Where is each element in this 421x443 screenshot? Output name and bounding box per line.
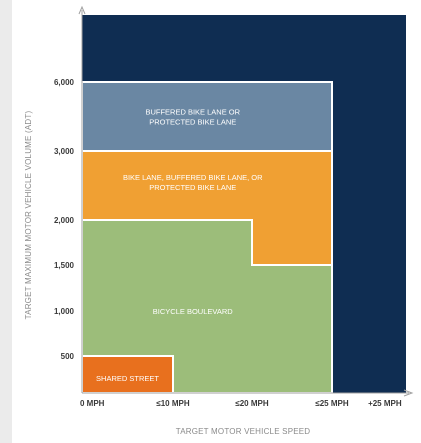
y-axis-title: TARGET MAXIMUM MOTOR VEHICLE VOLUME (ADT… bbox=[24, 111, 33, 320]
x-axis-arrow-icon bbox=[403, 389, 414, 397]
left-margin-strip bbox=[0, 0, 12, 443]
zone-label-buffered-or-protected-bike-lane: PROTECTED BIKE LANE bbox=[149, 118, 236, 127]
x-tick-label: ≤10 MPH bbox=[156, 399, 190, 408]
y-axis-arrow-icon bbox=[78, 5, 86, 15]
zone-label-buffered-or-protected-bike-lane: BUFFERED BIKE LANE OR bbox=[145, 108, 240, 117]
y-tick-label: 3,000 bbox=[54, 147, 75, 156]
y-tick-label: 500 bbox=[61, 352, 75, 361]
y-tick-label: 1,500 bbox=[54, 261, 75, 270]
zone-label-shared-street: SHARED STREET bbox=[96, 374, 159, 383]
zones-layer bbox=[81, 15, 406, 394]
y-tick-label: 6,000 bbox=[54, 78, 75, 87]
zone-label-bike-lane: PROTECTED BIKE LANE bbox=[149, 183, 236, 192]
y-tick-label: 2,000 bbox=[54, 216, 75, 225]
x-tick-label: ≤25 MPH bbox=[315, 399, 349, 408]
axes-layer: 0 MPH ≤10 MPH ≤20 MPH ≤25 MPH +25 MPH 500 1,00… bbox=[54, 5, 414, 408]
y-tick-label: 1,000 bbox=[54, 307, 75, 316]
zone-label-bicycle-boulevard: BICYCLE BOULEVARD bbox=[153, 307, 233, 316]
x-tick-label: ≤20 MPH bbox=[235, 399, 269, 408]
x-tick-label: 0 MPH bbox=[80, 399, 105, 408]
zone-buffered-or-protected-bike-lane bbox=[81, 81, 333, 152]
zone-label-bike-lane: BIKE LANE, BUFFERED BIKE LANE, OR bbox=[123, 173, 263, 182]
x-tick-label: +25 MPH bbox=[368, 399, 402, 408]
x-axis-title: TARGET MOTOR VEHICLE SPEED bbox=[176, 427, 311, 436]
